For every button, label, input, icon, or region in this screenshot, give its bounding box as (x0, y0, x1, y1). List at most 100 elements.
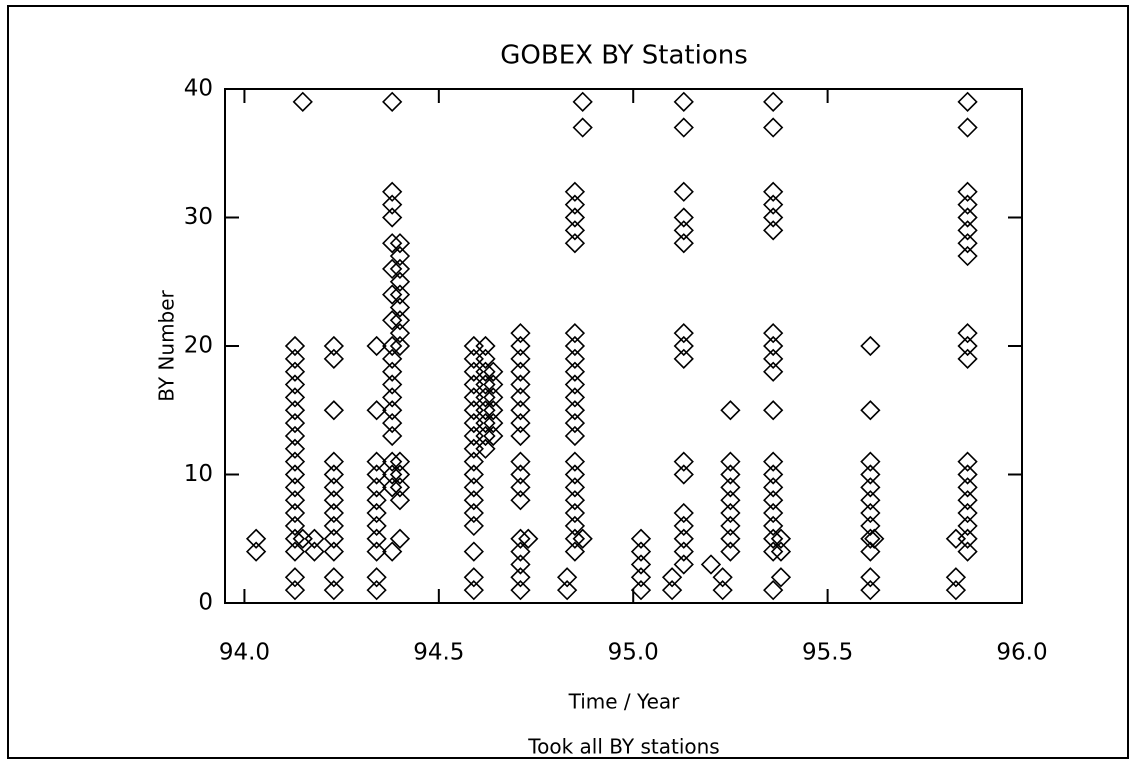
point (630, 580, 652, 601)
point (860, 567, 881, 588)
point (366, 400, 387, 421)
point (510, 425, 531, 447)
point (763, 541, 784, 562)
point (860, 580, 881, 601)
point (763, 502, 784, 524)
point (957, 233, 978, 254)
point (518, 528, 539, 549)
point (382, 374, 403, 395)
point (564, 348, 586, 369)
point (957, 220, 978, 241)
point (673, 117, 694, 138)
point (564, 412, 586, 434)
point (245, 541, 267, 562)
point (463, 412, 484, 434)
point (720, 502, 741, 524)
point (389, 284, 411, 305)
point (630, 554, 652, 575)
point (860, 528, 881, 549)
point (389, 490, 411, 511)
point (323, 451, 344, 472)
point (770, 541, 792, 562)
point (323, 464, 344, 485)
point (284, 464, 306, 485)
point (475, 361, 496, 382)
point (382, 451, 403, 472)
point (763, 528, 784, 549)
point (463, 335, 484, 357)
point (763, 194, 784, 215)
point (284, 490, 306, 511)
point (630, 567, 652, 588)
point (463, 490, 484, 511)
x-tick-label: 94.5 (413, 640, 464, 666)
point (284, 541, 306, 562)
point (510, 490, 531, 511)
point (957, 245, 978, 267)
point (763, 117, 784, 138)
point (673, 335, 694, 357)
point (673, 515, 694, 537)
point (510, 464, 531, 485)
point (957, 464, 978, 485)
point (366, 567, 387, 588)
point (720, 477, 741, 498)
point (382, 400, 403, 421)
point (323, 502, 344, 524)
point (382, 207, 403, 228)
point (957, 335, 978, 357)
point (304, 541, 325, 562)
point (463, 502, 484, 524)
point (957, 477, 978, 498)
point (564, 361, 586, 382)
point (673, 451, 694, 472)
point (720, 490, 741, 511)
y-tick-label: 0 (198, 590, 213, 616)
point (564, 323, 586, 344)
point (389, 335, 411, 357)
point (475, 387, 496, 408)
point (382, 348, 403, 369)
point (389, 310, 411, 331)
point (564, 464, 586, 485)
point (564, 335, 586, 357)
point (389, 323, 411, 344)
point (564, 502, 586, 524)
y-tick-label: 40 (184, 76, 213, 102)
point (763, 451, 784, 472)
point (860, 464, 881, 485)
point (673, 348, 694, 369)
point (860, 400, 881, 421)
point (284, 400, 306, 421)
point (382, 477, 403, 498)
point (770, 567, 792, 588)
point (463, 541, 484, 562)
point (720, 451, 741, 472)
point (483, 400, 504, 421)
point (860, 541, 881, 562)
point (382, 412, 403, 434)
point (957, 181, 978, 202)
x-axis-label: Time / Year (568, 690, 681, 714)
point (366, 451, 387, 472)
point (712, 580, 733, 601)
point (957, 451, 978, 472)
point (763, 220, 784, 241)
point (382, 464, 403, 485)
point (770, 528, 792, 549)
point (463, 580, 484, 601)
point (389, 477, 411, 498)
point (323, 490, 344, 511)
point (673, 181, 694, 202)
point (463, 374, 484, 395)
point (945, 580, 967, 601)
point (763, 361, 784, 382)
point (673, 464, 694, 485)
point (382, 310, 403, 331)
point (463, 387, 484, 408)
point (564, 451, 586, 472)
point (860, 335, 881, 357)
point (564, 400, 586, 421)
point (389, 451, 411, 472)
point (463, 348, 484, 369)
